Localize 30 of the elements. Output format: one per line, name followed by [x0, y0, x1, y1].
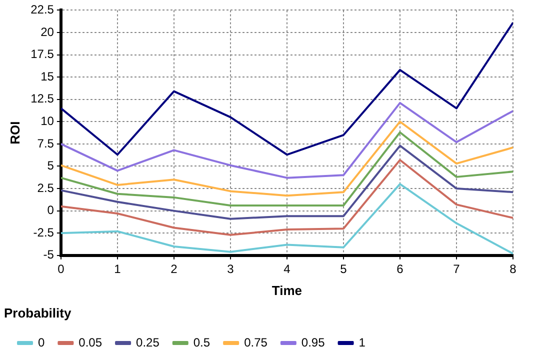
y-tick-label: 22.5	[30, 2, 54, 17]
y-tick-label: -2.5	[33, 225, 54, 240]
legend-label: 0.75	[244, 335, 268, 350]
x-tick-label: 3	[227, 262, 234, 276]
legend-label: 0.95	[301, 335, 326, 350]
y-tick-label: -5	[43, 248, 54, 262]
y-tick-label: 17.5	[30, 47, 54, 62]
legend-label: 0.05	[78, 335, 102, 350]
y-tick-label: 5	[47, 158, 54, 173]
y-tick-label: 12.5	[30, 92, 54, 106]
y-tick-label: 0	[47, 203, 54, 218]
x-tick-label: 0	[58, 262, 65, 276]
y-tick-label: 15	[40, 69, 54, 84]
legend-label: 0.5	[193, 335, 210, 350]
x-tick-label: 1	[114, 262, 122, 276]
y-tick-label: 10	[40, 114, 54, 128]
legend-label: 0.25	[136, 335, 160, 350]
x-tick-label: 2	[170, 262, 178, 276]
y-tick-label: 7.5	[37, 136, 54, 150]
y-tick-label: 2.5	[37, 180, 54, 195]
x-tick-label: 7	[453, 262, 460, 276]
x-tick-label: 4	[284, 262, 291, 276]
x-tick-label: 5	[340, 262, 348, 276]
x-tick-label: 6	[396, 262, 404, 276]
y-axis-title: ROI	[7, 121, 22, 144]
legend-label: 1	[358, 335, 366, 350]
legend-title: Probability	[4, 305, 72, 320]
y-tick-label: 20	[40, 24, 54, 39]
x-axis-title: Time	[272, 283, 302, 298]
x-tick-label: 8	[510, 262, 517, 276]
